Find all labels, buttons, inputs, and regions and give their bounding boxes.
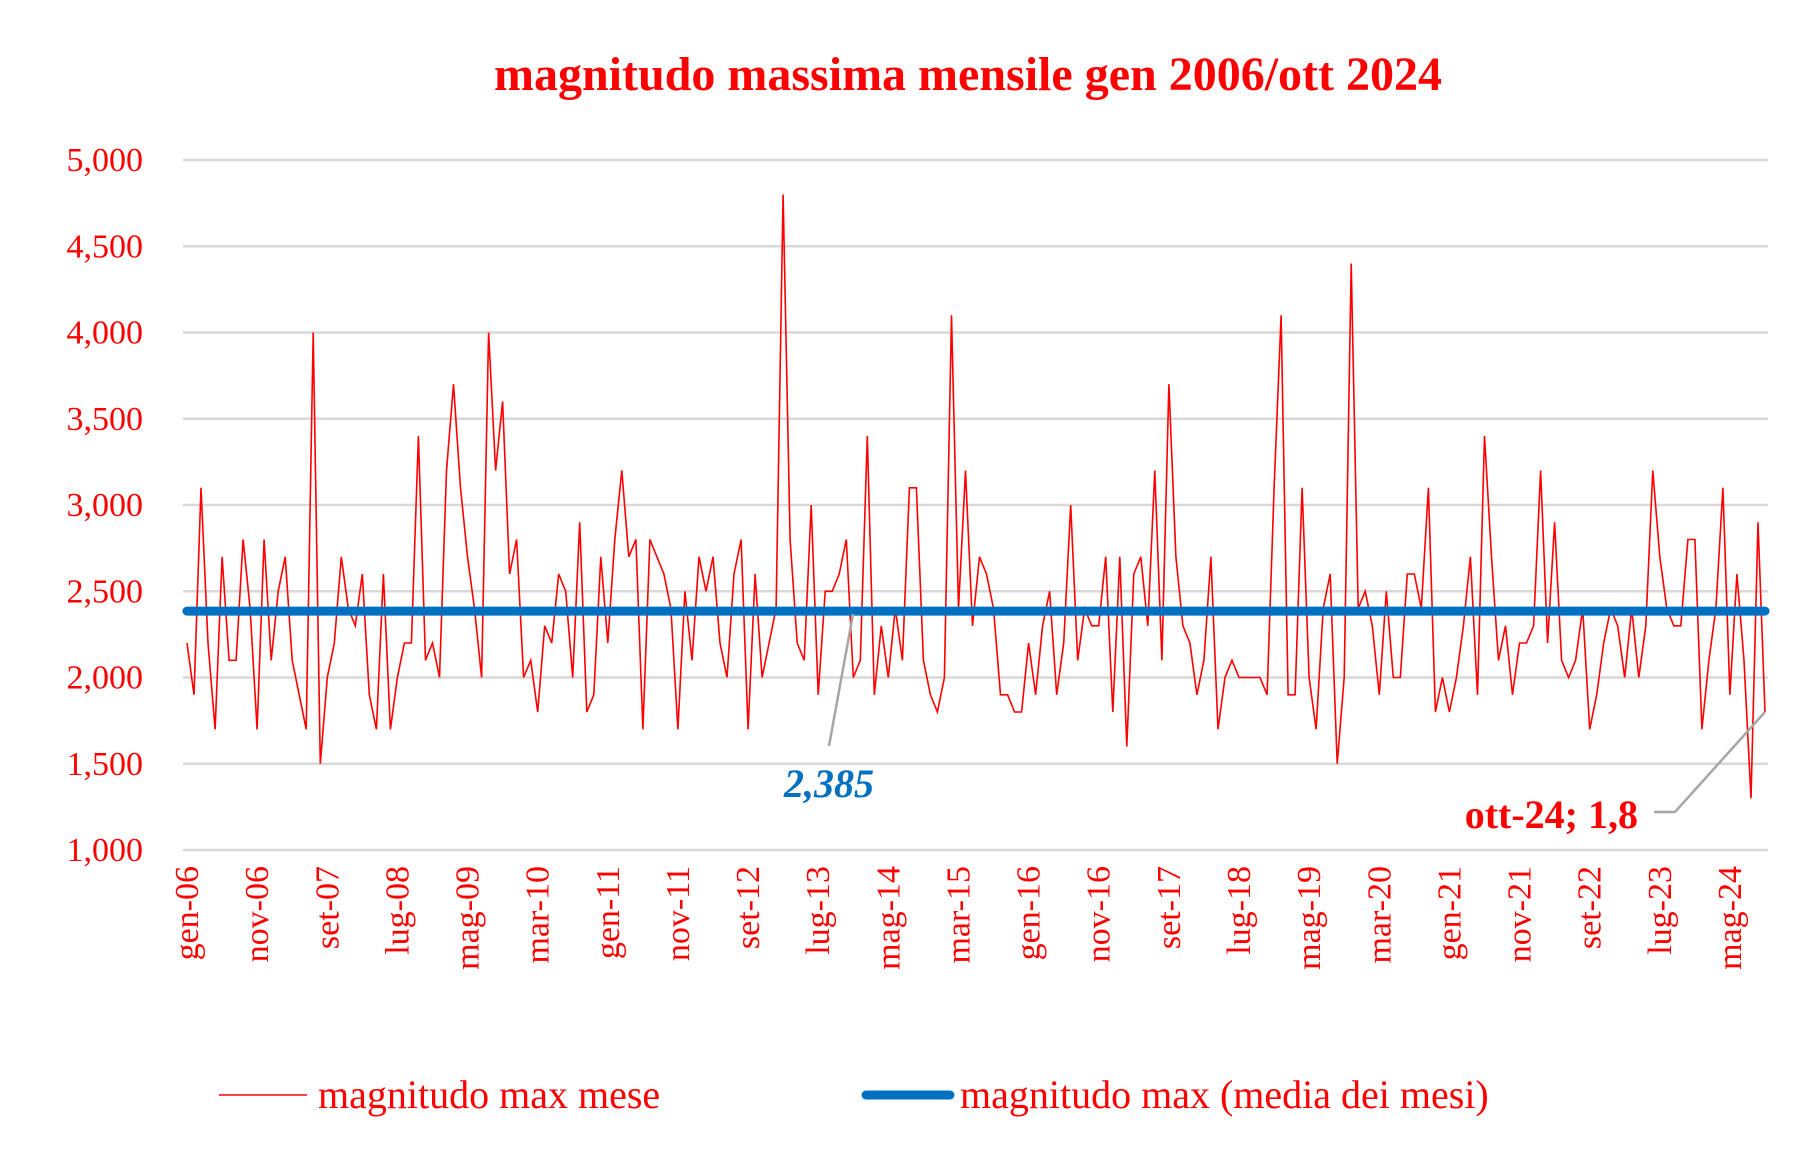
y-tick-label: 2,500 — [67, 573, 144, 610]
x-tick-label: mar-20 — [1361, 866, 1398, 964]
legend-label-magnitudo-max-mese: magnitudo max mese — [318, 1072, 660, 1117]
x-tick-label: nov-21 — [1502, 866, 1539, 962]
x-tick-label: gen-16 — [1011, 866, 1048, 960]
y-tick-label: 5,000 — [67, 142, 144, 179]
x-tick-label: lug-18 — [1221, 866, 1258, 955]
x-tick-label: set-17 — [1151, 866, 1188, 949]
x-tick-label: set-12 — [730, 866, 767, 949]
y-tick-label: 1,500 — [67, 746, 144, 783]
x-tick-label: mag-19 — [1291, 866, 1328, 970]
x-tick-label: gen-06 — [169, 866, 206, 960]
mean-data-label: 2,385 — [783, 761, 874, 806]
x-tick-label: lug-08 — [379, 866, 416, 955]
x-axis-labels: gen-06 nov-06 set-07 lug-08 mag-09 mar-10 gen-… — [169, 866, 1749, 970]
x-tick-label: lug-13 — [800, 866, 837, 955]
x-tick-label: set-22 — [1572, 866, 1609, 949]
x-tick-label: nov-06 — [239, 866, 276, 962]
x-tick-label: gen-21 — [1431, 866, 1468, 960]
x-tick-label: mar-15 — [940, 866, 977, 964]
x-tick-label: set-07 — [309, 866, 346, 949]
mean-label-leader — [827, 613, 855, 747]
x-tick-label: mar-10 — [520, 866, 557, 964]
legend-label-media: magnitudo max (media dei mesi) — [960, 1072, 1489, 1117]
chart-title: magnitudo massima mensile gen 2006/ott 2… — [494, 48, 1442, 101]
legend: magnitudo max mese magnitudo max (media … — [219, 1072, 1489, 1117]
x-tick-label: mag-24 — [1712, 866, 1749, 970]
y-tick-label: 3,000 — [67, 487, 144, 524]
last-data-label: ott-24; 1,8 — [1465, 792, 1638, 837]
x-tick-label: lug-23 — [1642, 866, 1679, 955]
y-axis-labels: 5,000 4,500 4,000 3,500 3,000 2,500 2,000 1,500… — [67, 142, 144, 869]
y-tick-label: 4,000 — [67, 315, 144, 352]
x-tick-label: mag-09 — [450, 866, 487, 970]
x-tick-label: mag-14 — [870, 866, 907, 970]
x-tick-label: gen-11 — [590, 866, 627, 959]
x-tick-label: nov-11 — [660, 866, 697, 961]
series-line-magnitudo-max-mese — [186, 194, 1766, 799]
y-tick-label: 2,000 — [67, 660, 144, 697]
x-tick-label: nov-16 — [1081, 866, 1118, 962]
y-tick-label: 3,500 — [67, 401, 144, 438]
y-tick-label: 1,000 — [67, 832, 144, 869]
last-label-leader — [1654, 711, 1766, 814]
y-tick-label: 4,500 — [67, 228, 144, 265]
